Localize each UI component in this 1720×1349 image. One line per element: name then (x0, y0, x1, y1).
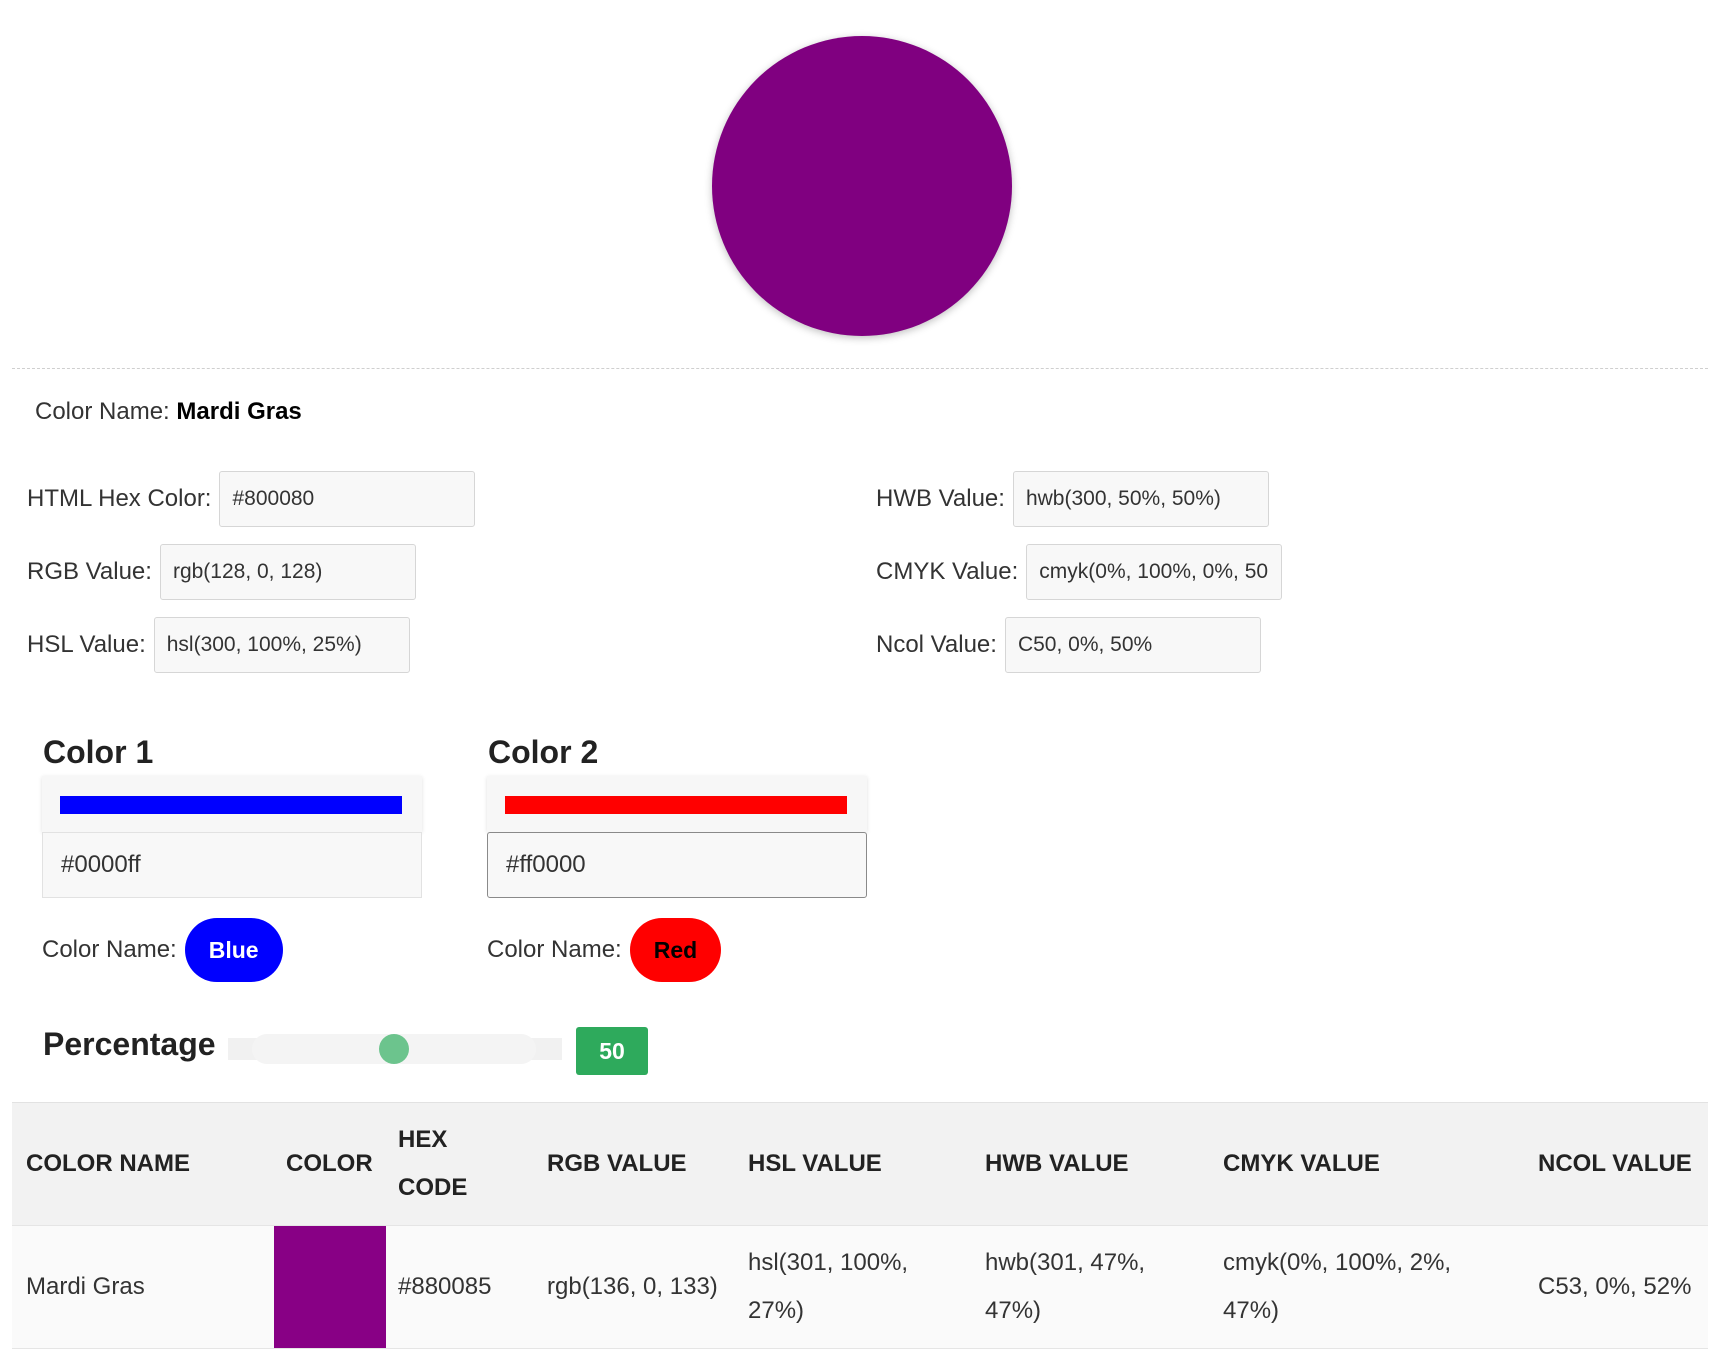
color-name-label: Color Name: (35, 398, 170, 425)
hwb-field: HWB Value: hwb(300, 50%, 50%) (876, 471, 1269, 527)
th-hex-line2: CODE (398, 1174, 468, 1201)
color1-hex-input[interactable]: #0000ff (42, 832, 422, 898)
rgb-label: RGB Value: (27, 558, 152, 585)
hex-label: HTML Hex Color: (27, 485, 212, 512)
td-cmyk: cmyk(0%, 100%, 2%, 47%) (1223, 1226, 1451, 1348)
slider-thumb[interactable] (379, 1034, 409, 1064)
th-ncol: NCOL VALUE (1538, 1150, 1692, 1177)
td-ncol: C53, 0%, 52% (1538, 1273, 1692, 1300)
hex-value-box[interactable]: #800080 (219, 471, 476, 527)
cmyk-value-box[interactable]: cmyk(0%, 100%, 0%, 50 (1026, 544, 1283, 600)
cmyk-label: CMYK Value: (876, 558, 1019, 585)
table-header-row: COLOR NAME COLOR HEX CODE RGB VALUE HSL … (12, 1102, 1708, 1225)
color-preview-circle (712, 36, 1012, 336)
color1-picker[interactable] (42, 776, 422, 832)
td-hex: #880085 (398, 1273, 492, 1300)
color1-swatch-bar[interactable] (60, 796, 402, 814)
th-hex-code: HEX CODE (398, 1103, 467, 1225)
color2-name-badge: Red (629, 918, 722, 982)
hex-field: HTML Hex Color: #800080 (27, 471, 476, 527)
td-hwb-line1: hwb(301, 47%, (985, 1249, 1146, 1276)
table-row: Mardi Gras #880085 rgb(136, 0, 133) hsl(… (12, 1225, 1708, 1349)
hsl-label: HSL Value: (27, 631, 146, 658)
hsl-field: HSL Value: hsl(300, 100%, 25%) (27, 617, 410, 673)
td-hsl: hsl(301, 100%, 27%) (748, 1226, 908, 1348)
rgb-value-box[interactable]: rgb(128, 0, 128) (159, 544, 416, 600)
td-color-swatch (274, 1226, 386, 1348)
ncol-field: Ncol Value: C50, 0%, 50% (876, 617, 1261, 673)
ncol-value-box[interactable]: C50, 0%, 50% (1004, 617, 1261, 673)
td-cmyk-line1: cmyk(0%, 100%, 2%, (1223, 1249, 1452, 1276)
color2-hex-input[interactable]: #ff0000 (487, 832, 867, 898)
td-hwb-line2: 47%) (985, 1297, 1042, 1324)
th-cmyk: CMYK VALUE (1223, 1150, 1380, 1177)
td-color-name: Mardi Gras (26, 1273, 145, 1300)
color2-name-row: Color Name: Red (487, 918, 722, 982)
color1-name-badge: Blue (184, 918, 283, 982)
percentage-label: Percentage (43, 1026, 216, 1062)
rgb-field: RGB Value: rgb(128, 0, 128) (27, 544, 416, 600)
td-hsl-line2: 27%) (748, 1297, 805, 1324)
ncol-label: Ncol Value: (876, 631, 997, 658)
cmyk-field: CMYK Value: cmyk(0%, 100%, 0%, 50 (876, 544, 1283, 600)
color2-title: Color 2 (488, 734, 599, 770)
td-cmyk-line2: 47%) (1223, 1297, 1280, 1324)
hwb-label: HWB Value: (876, 485, 1005, 512)
th-color-name: COLOR NAME (26, 1150, 190, 1177)
color2-picker[interactable] (487, 776, 867, 832)
color1-name-row: Color Name: Blue (42, 918, 283, 982)
th-color: COLOR (286, 1150, 373, 1177)
color-name-value: Mardi Gras (176, 398, 302, 425)
td-rgb: rgb(136, 0, 133) (547, 1273, 718, 1300)
color-name-line: Color Name: Mardi Gras (35, 398, 302, 426)
percentage-slider[interactable] (228, 1034, 562, 1064)
th-rgb: RGB VALUE (547, 1150, 687, 1177)
color-table: COLOR NAME COLOR HEX CODE RGB VALUE HSL … (12, 1102, 1708, 1349)
color2-name-label: Color Name: (487, 936, 622, 963)
td-hsl-line1: hsl(301, 100%, (748, 1249, 909, 1276)
color1-title: Color 1 (43, 734, 154, 770)
td-hwb: hwb(301, 47%, 47%) (985, 1226, 1145, 1348)
th-hwb: HWB VALUE (985, 1150, 1129, 1177)
hwb-value-box[interactable]: hwb(300, 50%, 50%) (1012, 471, 1269, 527)
th-hex-line1: HEX (398, 1126, 448, 1153)
color1-name-label: Color Name: (42, 936, 177, 963)
color2-swatch-bar[interactable] (505, 796, 847, 814)
th-hsl: HSL VALUE (748, 1150, 882, 1177)
percentage-value-badge: 50 (576, 1027, 648, 1075)
hsl-value-box[interactable]: hsl(300, 100%, 25%) (153, 617, 410, 673)
section-divider (12, 368, 1708, 369)
